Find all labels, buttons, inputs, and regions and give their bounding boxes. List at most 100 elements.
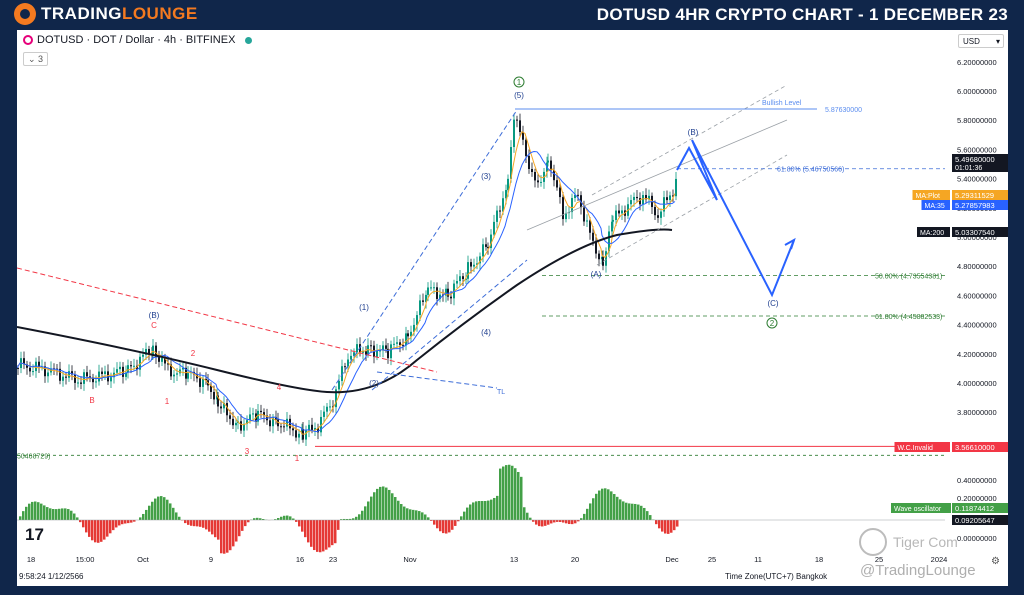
oscillator-tick-label: 0.20000000 (957, 494, 997, 503)
oscillator-bar (142, 513, 145, 520)
candle-body (199, 378, 201, 387)
oscillator-bar (169, 503, 172, 520)
tradingview-logo[interactable]: 17 (25, 525, 44, 544)
oscillator-bar (340, 519, 343, 520)
candle-body (657, 215, 659, 218)
candle-body (608, 231, 610, 252)
candle-body (611, 221, 613, 232)
candle-body (462, 276, 464, 280)
oscillator-bar (334, 520, 337, 544)
wave-label: (A) (591, 270, 602, 279)
candle-body (618, 210, 620, 214)
lower-support-label: 50468729) (17, 453, 50, 460)
price-tag-value: 5.49680000 (955, 155, 995, 164)
oscillator-bar (373, 492, 376, 520)
candle-body (422, 300, 424, 302)
candle-body (125, 372, 127, 377)
candle-body (439, 294, 441, 299)
polkadot-icon (23, 35, 33, 45)
oscillator-bar (49, 508, 52, 520)
oscillator-bar (238, 520, 241, 537)
oscillator-bar (241, 520, 244, 531)
oscillator-bar (220, 520, 223, 554)
candle-body (320, 416, 322, 433)
candle-body (370, 345, 372, 347)
candle-body (621, 210, 623, 214)
candle-body (645, 195, 647, 200)
oscillator-bar (310, 520, 313, 547)
oscillator-bar (535, 520, 538, 525)
ma-200-line (17, 228, 673, 394)
oscillator-bar (94, 520, 97, 543)
oscillator-bar (28, 503, 31, 520)
oscillator-bar (550, 520, 553, 524)
oscillator-bar (313, 520, 316, 551)
projected-arrow-head (784, 237, 796, 250)
oscillator-bar (586, 508, 589, 520)
candle-body (450, 296, 452, 299)
oscillator-bar (637, 504, 640, 520)
oscillator-bar (352, 518, 355, 520)
candle-body (433, 287, 435, 289)
timezone-selector[interactable]: Time Zone(UTC+7) Bangkok (725, 572, 828, 581)
candle-body (263, 412, 265, 416)
indicators-collapse-button[interactable]: ⌄ 3 (23, 52, 49, 66)
candle-body (447, 288, 449, 297)
chart-panel[interactable]: 6.20000000 6.00000000 5.80000000 5.60000000… (17, 30, 1008, 586)
candle-body (298, 433, 300, 438)
channel-a (591, 84, 788, 196)
x-tick-label: 13 (510, 555, 518, 564)
candle-body (445, 288, 447, 296)
oscillator-bar (613, 494, 616, 520)
wave-label: 2 (770, 319, 775, 328)
oscillator-bar (73, 513, 76, 520)
gear-icon[interactable]: ⚙ (991, 556, 1000, 567)
candle-body (413, 324, 415, 332)
candle-body (513, 119, 515, 148)
candle-body (605, 251, 607, 266)
symbol-legend[interactable]: DOTUSD · DOT / Dollar · 4h · BITFINEX (23, 34, 253, 46)
candle-body (59, 368, 61, 381)
candle-body (562, 197, 564, 220)
oscillator-bar (553, 520, 556, 523)
currency-select[interactable]: USD ▾ (958, 34, 1004, 48)
oscillator-bar (130, 520, 133, 523)
candle-body (559, 187, 561, 198)
candle-body (516, 119, 518, 121)
oscillator-bar (247, 520, 250, 523)
candle-body (292, 428, 294, 431)
oscillator-bar (214, 520, 217, 538)
oscillator-bar (91, 520, 94, 541)
oscillator-bar (649, 515, 652, 520)
oscillator-bar (676, 520, 679, 527)
candle-body (540, 181, 542, 183)
candle-body (385, 345, 387, 349)
candle-body (26, 364, 28, 368)
candle-body (326, 406, 328, 412)
oscillator-bar (82, 520, 85, 528)
candle-body (280, 426, 282, 428)
oscillator-tick-label: 0.40000000 (957, 476, 997, 485)
x-tick-label: Dec (665, 555, 679, 564)
candle-body (502, 198, 504, 212)
oscillator-bar (514, 468, 517, 520)
price-chart[interactable]: 6.20000000 6.00000000 5.80000000 5.60000000… (17, 30, 1008, 586)
candle-body (65, 376, 67, 378)
candle-body (479, 256, 481, 264)
candle-body (550, 160, 552, 171)
oscillator-bar (40, 503, 43, 520)
oscillator-bar (343, 518, 346, 520)
candle-body (387, 348, 389, 359)
oscillator-bar (331, 520, 334, 546)
candle-body (436, 287, 438, 299)
x-tick-label: 16 (296, 555, 304, 564)
oscillator-value-tag (952, 503, 1008, 513)
oscillator-bar (25, 506, 28, 520)
candle-body (487, 246, 489, 248)
candle-body (323, 411, 325, 417)
oscillator-bar (127, 520, 130, 524)
candle-body (459, 276, 461, 282)
oscillator-bar (154, 498, 157, 520)
candle-body (240, 421, 242, 431)
oscillator-bar (205, 520, 208, 530)
